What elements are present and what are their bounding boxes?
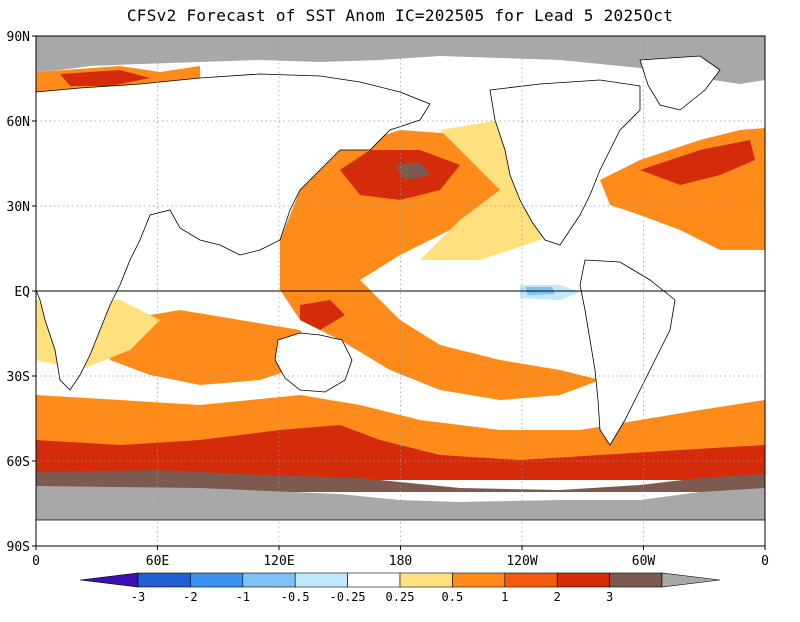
y-tick-label: 90S <box>7 540 30 555</box>
colorbar-label: -2 <box>183 590 197 604</box>
colorbar-label: 0.25 <box>386 590 415 604</box>
greenland <box>639 55 721 111</box>
map-title: CFSv2 Forecast of SST Anom IC=202505 for… <box>126 6 674 25</box>
colorbar-label: 1 <box>501 590 508 604</box>
colorbar-low-triangle <box>79 572 139 588</box>
indian-ocean-warm <box>110 310 320 385</box>
australia <box>274 332 353 393</box>
map-gridlines <box>36 36 765 546</box>
pacific-warm-core <box>340 150 460 200</box>
antarctic-sea-ice <box>36 486 765 520</box>
y-tick-label: 30S <box>7 370 30 385</box>
colorbar-segment <box>504 572 558 588</box>
longitude-axis: 0 60E 120E 180 120W 60W 0 <box>32 546 769 569</box>
southern-ocean-extreme-band <box>36 470 765 492</box>
x-tick-label: 120W <box>506 554 537 569</box>
x-tick-label: 120E <box>263 554 294 569</box>
pacific-warm-peak <box>395 162 430 180</box>
south-america <box>579 259 676 446</box>
colorbar-label: -1 <box>236 590 250 604</box>
colorbar-segment <box>242 572 296 588</box>
colorbar-segment <box>347 572 401 588</box>
colorbar-label: 2 <box>554 590 561 604</box>
colorbar-label: -0.5 <box>281 590 310 604</box>
colorbar-segment <box>190 572 244 588</box>
y-tick-label: 90N <box>7 30 30 45</box>
eurasia-africa <box>36 73 431 391</box>
pacific-warm-wedge <box>280 130 600 400</box>
x-tick-label: 60W <box>632 554 656 569</box>
colorbar-segment <box>452 572 506 588</box>
y-tick-label: EQ <box>14 285 30 300</box>
y-tick-label: 30N <box>7 200 30 215</box>
colorbar-segment <box>556 572 610 588</box>
latitude-axis: 90N 60N 30N EQ 30S 60S 90S <box>7 30 36 555</box>
colorbar-label: 0.5 <box>442 590 464 604</box>
colorbar-segment <box>294 572 348 588</box>
barents-warm <box>60 70 150 86</box>
x-tick-label: 0 <box>761 554 769 569</box>
y-tick-label: 60N <box>7 115 30 130</box>
southern-ocean-strong-band <box>36 425 765 480</box>
maritime-continent-warm <box>300 300 345 330</box>
colorbar-high-triangle <box>661 572 721 588</box>
colorbar-segment <box>609 572 663 588</box>
x-tick-label: 60E <box>146 554 169 569</box>
x-tick-label: 180 <box>389 554 412 569</box>
colorbar-label: -3 <box>131 590 145 604</box>
colorbar-segment <box>399 572 453 588</box>
y-tick-label: 60S <box>7 455 30 470</box>
colorbar-label: -0.25 <box>330 590 366 604</box>
antarctica <box>36 519 765 546</box>
colorbar-label: 3 <box>606 590 613 604</box>
colorbar-segment <box>137 572 191 588</box>
arctic-sea-ice <box>36 36 765 84</box>
land-mask <box>36 55 765 546</box>
x-tick-label: 0 <box>32 554 40 569</box>
colorbar: -3 -2 -1 -0.5 -0.25 0.25 0.5 1 2 3 <box>79 572 721 604</box>
north-atlantic-strong <box>640 140 755 185</box>
